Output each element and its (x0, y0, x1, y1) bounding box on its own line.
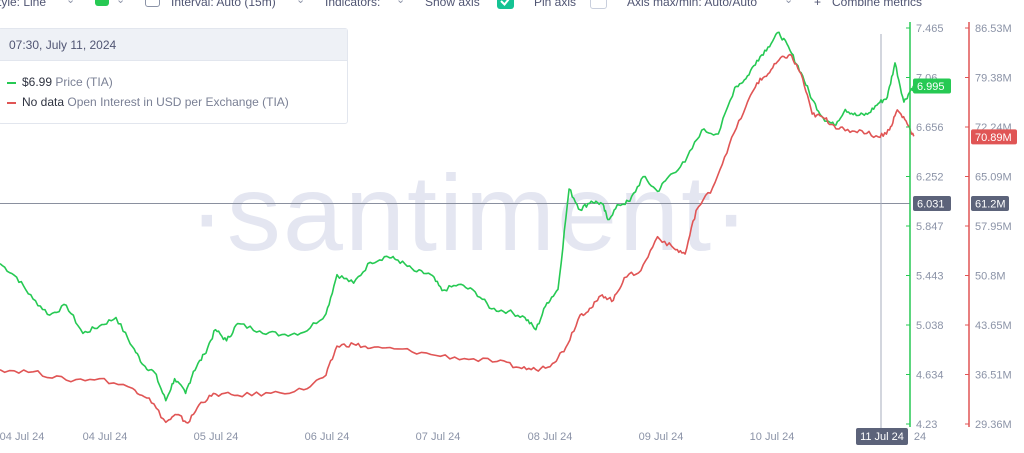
indicators-dropdown[interactable]: Indicators: (325, 0, 381, 9)
y-tick-label-open-interest: 29.36M (975, 419, 1012, 431)
show-axis-label: Show axis (425, 0, 480, 9)
x-tick-label: 07 Jul 24 (416, 431, 461, 443)
color-swatch[interactable] (95, 0, 109, 6)
x-tick-label: 06 Jul 24 (305, 431, 350, 443)
chevron-down-icon[interactable]: ⌄ (784, 0, 794, 6)
y-tick-label-open-interest: 57.95M (975, 221, 1012, 233)
x-tick-label: 09 Jul 24 (639, 431, 684, 443)
chevron-down-icon[interactable]: ⌄ (116, 0, 126, 6)
y-tick-label-price: 5.038 (916, 320, 944, 332)
style-dropdown[interactable]: Style: Line (0, 0, 47, 9)
y-tick-label-price: 4.634 (916, 370, 944, 382)
combine-metrics-button[interactable]: Combine metrics (832, 0, 923, 9)
tooltip-value: $6.99 (22, 75, 53, 89)
plus-icon[interactable]: + (814, 0, 822, 9)
y-tick-label-price: 6.656 (916, 122, 944, 134)
crosshair-open-interest-label-bg (971, 196, 1009, 211)
x-active-label-bg (856, 428, 908, 445)
crosshair-open-interest-label: 61.2M (975, 199, 1006, 211)
y-tick-label-price: 7.465 (916, 23, 944, 35)
series-line-open-interest (0, 53, 915, 424)
y-tick-label-open-interest: 65.09M (975, 172, 1012, 184)
price-current-badge: 6.995 (917, 81, 945, 93)
x-tick-label: 08 Jul 24 (528, 431, 573, 443)
chevron-down-icon[interactable]: ⌄ (396, 0, 406, 6)
y-tick-label-open-interest: 79.38M (975, 73, 1012, 85)
tooltip-series-name: Price (TIA) (55, 75, 113, 89)
tooltip: 07:30, July 11, 2024 $6.99 Price (TIA) N… (0, 28, 348, 124)
open-interest-current-badge: 70.89M (975, 132, 1012, 144)
watermark: ·santiment· (189, 152, 751, 273)
toolbar: Style: Line ⌄ ⌄ Interval: Auto (15m) ⌄ I… (0, 0, 1024, 14)
y-tick-label-price: 4.23 (916, 419, 937, 431)
show-axis-checkbox[interactable] (497, 0, 514, 9)
series-line-price (0, 31, 918, 402)
pin-axis-label: Pin axis (534, 0, 577, 9)
series-color-marker (7, 101, 16, 104)
chevron-down-icon[interactable]: ⌄ (296, 0, 306, 6)
crosshair-price-label-bg (913, 196, 951, 211)
y-tick-label-price: 5.443 (916, 271, 944, 283)
crosshair-price-label: 6.031 (917, 199, 945, 211)
x-tick-label: 05 Jul 24 (194, 431, 239, 443)
price-current-badge-bg (913, 78, 951, 94)
chevron-down-icon[interactable]: ⌄ (66, 0, 76, 6)
axis-maxmin-dropdown[interactable]: Axis max/min: Auto/Auto (627, 0, 758, 9)
tooltip-row-price: $6.99 Price (TIA) (7, 75, 113, 89)
x-active-label: 11 Jul 24 (860, 431, 904, 443)
y-tick-label-open-interest: 43.65M (975, 320, 1012, 332)
tooltip-row-open-interest: No data Open Interest in USD per Exchang… (7, 95, 289, 109)
check-icon (500, 0, 510, 6)
interval-dropdown[interactable]: Interval: Auto (15m) (171, 0, 276, 9)
x-tick-label: 24 (914, 431, 926, 443)
y-tick-label-open-interest: 50.8M (975, 271, 1006, 283)
y-tick-label-open-interest: 36.51M (975, 370, 1012, 382)
open-interest-current-badge-bg (971, 129, 1017, 145)
series-layer (0, 31, 918, 424)
x-tick-label: 04 Jul 24 (0, 431, 44, 443)
tooltip-series-name: Open Interest in USD per Exchange (TIA) (67, 95, 289, 109)
pin-axis-checkbox[interactable] (590, 0, 607, 9)
x-axis: 04 Jul 24 04 Jul 24 05 Jul 24 06 Jul 24 07 J… (0, 428, 926, 445)
series-color-marker (7, 81, 16, 84)
tooltip-date: 07:30, July 11, 2024 (0, 29, 347, 61)
x-tick-label: 10 Jul 24 (750, 431, 795, 443)
interval-icon (145, 0, 160, 7)
y-tick-label-open-interest: 86.53M (975, 23, 1012, 35)
y-tick-label-price: 5.847 (916, 221, 944, 233)
tooltip-value: No data (22, 95, 65, 109)
y-tick-label-price: 6.252 (916, 172, 944, 184)
axis-badges: 6.995 70.89M 6.031 61.2M (913, 78, 1017, 211)
x-tick-label: 04 Jul 24 (83, 431, 128, 443)
